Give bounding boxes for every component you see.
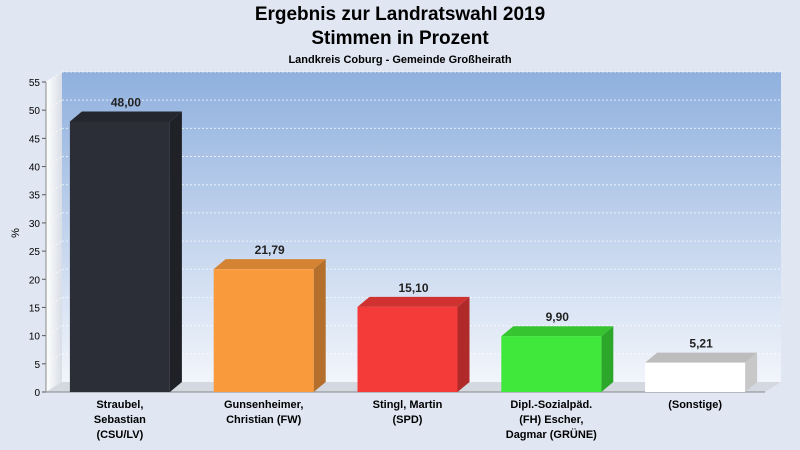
bar-top (501, 326, 614, 337)
y-tick-label: 50 (29, 106, 41, 117)
y-tick-label: 25 (29, 247, 41, 258)
y-tick-label: 40 (29, 163, 41, 174)
y-tick-label: 45 (29, 134, 41, 145)
bars: 48,00 21,79 15,10 9,90 5,21 (69, 95, 758, 393)
x-tick-label-line: Straubel, (96, 399, 144, 411)
grid-line (45, 156, 63, 167)
bar (213, 269, 314, 392)
y-tick-label: 55 (29, 78, 41, 89)
grid-line (45, 268, 63, 280)
plot-side-wall (46, 72, 62, 392)
y-tick-label: 0 (34, 388, 40, 399)
grid-line (45, 99, 63, 111)
x-tick-label-line: Dagmar (GRÜNE) (505, 429, 597, 441)
chart-subtitle-main: Stimmen in Prozent (311, 28, 489, 49)
bar-top (645, 352, 758, 363)
y-tick-label: 5 (34, 360, 40, 371)
x-tick-label-line: (SPD) (392, 414, 423, 426)
grid-line (45, 184, 63, 196)
x-tick-label: Stingl, Martin (SPD) (343, 398, 473, 428)
y-tick-label: 20 (29, 275, 41, 286)
grid-line (45, 212, 63, 224)
y-tick-label: 30 (29, 219, 41, 230)
data-label: 5,21 (689, 337, 713, 351)
bar-side (169, 111, 182, 393)
chart-title: Ergebnis zur Landratswahl 2019 (254, 4, 546, 25)
x-tick-label-line: Dipl.-Sozialpäd. (510, 399, 593, 411)
bar-side (457, 296, 470, 392)
grid-line (45, 240, 63, 252)
y-tick-label: 15 (29, 303, 41, 314)
grid-line (45, 127, 63, 139)
x-tick-label-line: Stingl, Martin (372, 399, 443, 411)
bar-side (601, 326, 614, 392)
x-tick-label-line: Christian (FW) (226, 414, 302, 426)
grid-line (45, 297, 63, 308)
data-label: 9,90 (546, 310, 570, 324)
x-tick-label-line: Sebastian (93, 414, 146, 426)
grid-line (45, 325, 63, 337)
x-tick-label: (Sonstige) (630, 398, 760, 413)
bar-top (357, 296, 470, 307)
x-tick-label-line: (CSU/LV) (96, 429, 144, 441)
x-tick-label-line: Gunsenheimer, (223, 399, 304, 411)
bar (645, 362, 746, 392)
bar (501, 336, 602, 392)
grid-line (45, 71, 63, 83)
y-tick-label: 10 (29, 332, 41, 343)
grid-lines (45, 71, 781, 365)
bar-side (313, 259, 326, 392)
bar (357, 306, 458, 392)
x-tick-label: Dipl.-Sozialpäd. (FH) Escher, Dagmar (GRÜN… (486, 398, 616, 443)
chart-subtitle: Landkreis Coburg - Gemeinde Großheirath (288, 54, 512, 66)
x-tick-label: Gunsenheimer, Christian (FW) (199, 398, 329, 428)
bar-top (69, 111, 182, 122)
x-tick-label: Straubel, Sebastian (CSU/LV) (55, 398, 185, 443)
data-label: 15,10 (398, 281, 428, 295)
x-tick-label-line: (Sonstige) (668, 399, 722, 411)
bar-side (745, 352, 758, 392)
data-label: 48,00 (111, 95, 141, 109)
grid-line (45, 353, 63, 365)
bar (69, 121, 170, 393)
bar-top (213, 259, 326, 270)
data-label: 21,79 (255, 243, 285, 257)
y-tick-label: 35 (29, 191, 41, 202)
x-tick-label-line: (FH) Escher, (519, 414, 584, 426)
